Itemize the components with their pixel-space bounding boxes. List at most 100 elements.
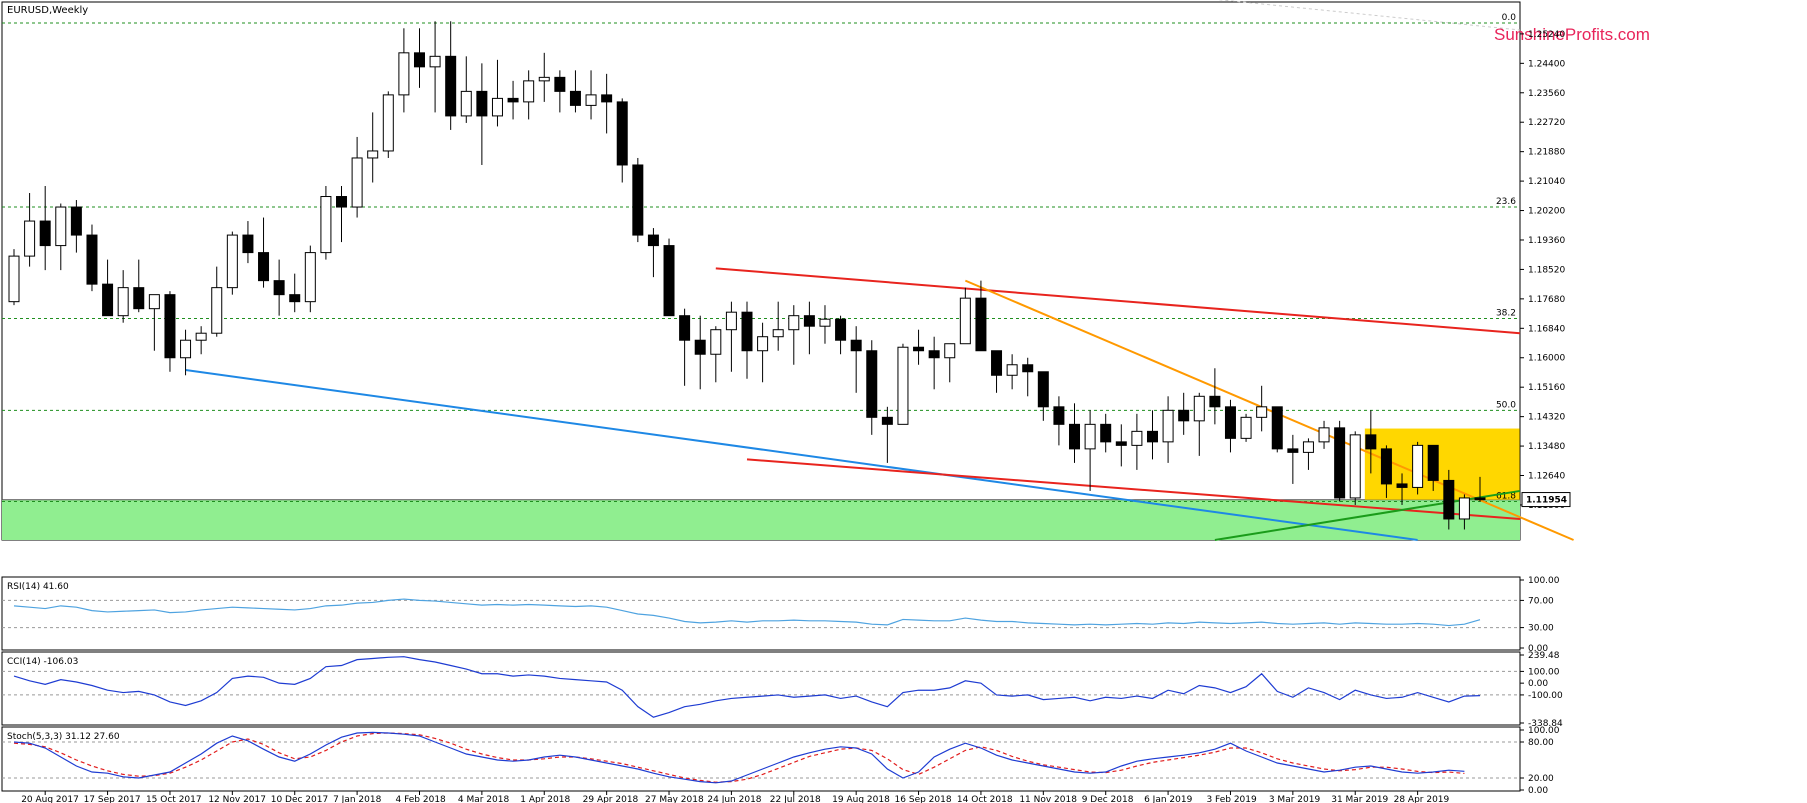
candle bbox=[601, 73, 613, 134]
stoch-main-line bbox=[13, 731, 1465, 784]
candle bbox=[523, 70, 535, 120]
candle-body bbox=[694, 339, 706, 355]
candle-body bbox=[8, 255, 20, 303]
candle-body bbox=[117, 287, 129, 317]
candle-body bbox=[897, 346, 909, 425]
candle bbox=[258, 217, 270, 288]
current-price-label: 1.11954 bbox=[1526, 496, 1567, 506]
candle bbox=[1365, 410, 1377, 474]
price-tick-label: 1.15160 bbox=[1528, 383, 1565, 393]
candle-body bbox=[226, 234, 238, 289]
stoch-scale-label: 100.00 bbox=[1528, 726, 1560, 736]
candle bbox=[569, 70, 581, 113]
candle bbox=[663, 238, 675, 317]
time-tick-label: 28 Apr 2019 bbox=[1394, 795, 1450, 803]
candle-body bbox=[273, 280, 285, 296]
candle-body bbox=[367, 150, 379, 159]
price-axis: 1.25240 1.24400 1.23560 1.22720 1.21880 1.210… bbox=[1520, 30, 1571, 511]
candle-body bbox=[772, 329, 784, 338]
candle bbox=[897, 343, 909, 425]
candle bbox=[1115, 424, 1127, 467]
support-zone bbox=[2, 499, 1520, 540]
candle-body bbox=[351, 157, 363, 208]
rsi-scale-bottom-label: 0.00 bbox=[1528, 644, 1548, 654]
candle bbox=[195, 326, 207, 355]
time-tick-label: 9 Dec 2018 bbox=[1082, 795, 1134, 803]
price-tick-label: 1.21040 bbox=[1528, 177, 1565, 187]
time-tick-label: 3 Mar 2019 bbox=[1269, 795, 1321, 803]
rsi-level-label: 30.00 bbox=[1528, 624, 1554, 634]
candle-body bbox=[39, 220, 51, 247]
candle bbox=[1302, 438, 1314, 470]
candle-body bbox=[1069, 423, 1081, 450]
candle-body bbox=[944, 343, 956, 359]
candle-body bbox=[647, 234, 659, 247]
candle bbox=[913, 329, 925, 365]
candle bbox=[86, 224, 98, 292]
stoch-signal-line bbox=[13, 732, 1465, 783]
candle-body bbox=[304, 252, 316, 303]
candle-body bbox=[1396, 483, 1408, 488]
candle-body bbox=[1115, 441, 1127, 446]
candle-body bbox=[679, 315, 691, 341]
candle-body bbox=[382, 94, 394, 152]
candle-body bbox=[788, 315, 800, 331]
stoch-pane: Stoch(5,3,3) 31.12 27.60 bbox=[1, 726, 1521, 792]
candle-body bbox=[585, 94, 597, 106]
price-tick-label: 1.23560 bbox=[1528, 89, 1565, 99]
candle bbox=[538, 52, 550, 102]
candle bbox=[725, 301, 737, 372]
candle-body bbox=[1443, 479, 1455, 520]
candle-body bbox=[959, 297, 971, 345]
price-tick-label: 1.18520 bbox=[1528, 265, 1565, 275]
time-tick-label: 20 Aug 2017 bbox=[21, 795, 79, 803]
candle-body bbox=[195, 332, 207, 341]
candle bbox=[679, 308, 691, 386]
time-tick-label: 11 Nov 2018 bbox=[1019, 795, 1077, 803]
candle-body bbox=[1271, 406, 1283, 450]
candle-body bbox=[819, 318, 831, 327]
candle bbox=[507, 80, 519, 120]
candle-body bbox=[1365, 434, 1377, 450]
candle-body bbox=[1427, 444, 1439, 481]
candle bbox=[382, 91, 394, 158]
candle bbox=[1318, 420, 1330, 449]
candle-body bbox=[289, 294, 301, 303]
fib-level-label: 50.0 bbox=[1496, 400, 1516, 410]
time-tick-label: 14 Oct 2018 bbox=[957, 795, 1013, 803]
cci-scale-label: -338.84 bbox=[1528, 719, 1563, 729]
chart-symbol-label: EURUSD,Weekly bbox=[7, 5, 88, 16]
candle-body bbox=[180, 339, 192, 359]
candle-body bbox=[1287, 448, 1299, 453]
candle-body bbox=[1084, 423, 1096, 450]
candle-body bbox=[1458, 497, 1470, 520]
candle-body bbox=[336, 196, 348, 208]
candle bbox=[1334, 420, 1346, 502]
candle bbox=[1037, 371, 1049, 421]
candle bbox=[1209, 368, 1221, 425]
candle bbox=[991, 350, 1003, 393]
candle bbox=[1224, 399, 1236, 453]
candle bbox=[975, 280, 987, 352]
candle bbox=[1287, 434, 1299, 484]
candle bbox=[491, 59, 503, 127]
candle-body bbox=[70, 206, 82, 236]
price-tick-label: 1.16840 bbox=[1528, 324, 1565, 334]
candle bbox=[1380, 445, 1392, 498]
stoch-pane-frame bbox=[1, 726, 1521, 792]
candle-body bbox=[1209, 395, 1221, 408]
candle-body bbox=[1224, 406, 1236, 439]
time-tick-label: 17 Sep 2017 bbox=[84, 795, 141, 803]
candle bbox=[476, 63, 488, 165]
fib-level-label: 0.0 bbox=[1502, 13, 1517, 23]
candle bbox=[959, 287, 971, 345]
cci-scale-label: 239.48 bbox=[1528, 651, 1560, 661]
price-tick-label: 1.13480 bbox=[1528, 442, 1565, 452]
fib-diagonal bbox=[1217, 0, 1521, 31]
candle-body bbox=[1380, 448, 1392, 485]
current-price-box bbox=[1521, 492, 1571, 508]
candle-body bbox=[1302, 441, 1314, 453]
candle-body bbox=[164, 294, 176, 359]
candle bbox=[835, 315, 847, 355]
fib-level-label: 61.8 bbox=[1496, 491, 1516, 501]
